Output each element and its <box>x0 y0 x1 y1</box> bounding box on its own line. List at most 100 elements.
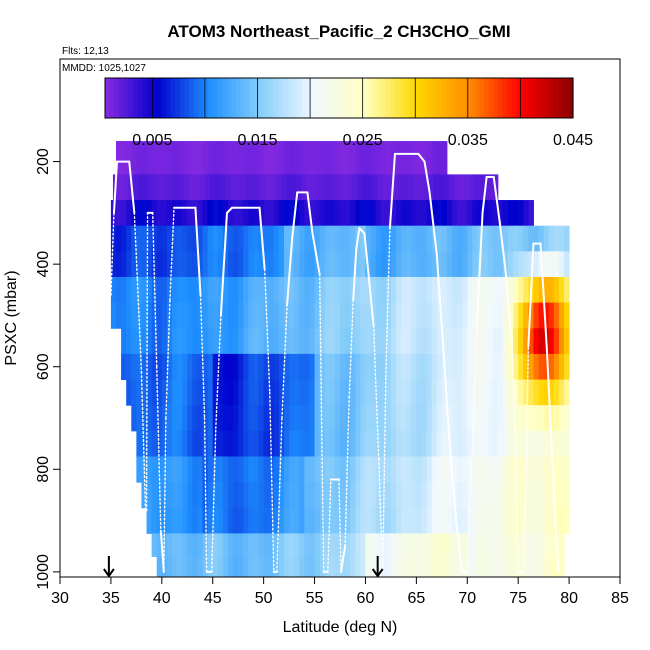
heatmap-cell <box>518 225 524 252</box>
flight-track-segment <box>423 160 431 194</box>
heatmap-cell <box>299 507 305 534</box>
colorbar-segment <box>362 78 368 118</box>
heatmap-cell <box>433 174 440 201</box>
heatmap-cell <box>197 482 204 509</box>
heatmap-cell <box>457 482 463 509</box>
heatmap-cell <box>212 405 219 432</box>
heatmap-cell <box>467 276 473 304</box>
heatmap-cell <box>304 430 310 457</box>
colorbar-segment <box>357 78 363 118</box>
heatmap-cell <box>355 302 361 329</box>
colorbar-segment <box>189 78 195 118</box>
heatmap-cell <box>182 533 188 557</box>
heatmap-cell <box>136 456 142 483</box>
heatmap-cell <box>533 302 540 329</box>
heatmap-cell <box>177 405 183 432</box>
heatmap-cell <box>126 200 132 227</box>
flight-track-segment <box>128 160 136 214</box>
heatmap-cell <box>329 430 336 457</box>
heatmap-cell <box>268 379 275 406</box>
heatmap-cell <box>421 430 428 457</box>
heatmap-cell <box>319 533 326 557</box>
colorbar-segment <box>306 78 312 118</box>
heatmap-cell <box>365 200 372 227</box>
heatmap-cell <box>253 302 260 329</box>
heatmap-cell <box>172 456 178 483</box>
heatmap-cell <box>253 533 260 557</box>
heatmap-cell <box>462 200 468 227</box>
heatmap-cell <box>426 200 433 227</box>
heatmap-cell <box>446 456 453 483</box>
heatmap-cell <box>316 174 323 201</box>
colorbar-segment <box>175 78 181 118</box>
heatmap-cell <box>477 405 484 432</box>
heatmap-cell <box>380 251 387 278</box>
heatmap-cell <box>268 507 275 534</box>
heatmap-cell <box>548 456 555 483</box>
heatmap-cell <box>508 225 514 252</box>
heatmap-cell <box>523 276 529 304</box>
colorbar-segment <box>193 78 200 118</box>
heatmap-cell <box>421 456 428 483</box>
heatmap-cell <box>126 251 132 278</box>
heatmap-cell <box>543 456 550 483</box>
heatmap-cell <box>319 200 326 227</box>
heatmap-cell <box>324 200 331 227</box>
heatmap-cell <box>416 302 422 329</box>
heatmap-cell <box>131 225 137 252</box>
heatmap-cell <box>217 507 224 534</box>
heatmap-cell <box>538 456 545 483</box>
heatmap-cell <box>187 379 193 406</box>
colorbar-segment <box>282 78 289 118</box>
heatmap-cell <box>416 430 422 457</box>
heatmap-cell <box>273 302 280 329</box>
heatmap-cell <box>355 482 361 509</box>
colorbar-segment <box>240 78 246 118</box>
heatmap-cell <box>482 328 489 355</box>
heatmap-cell <box>396 141 402 175</box>
heatmap-cell <box>355 507 361 534</box>
heatmap-cell <box>518 482 524 509</box>
heatmap-cell <box>192 141 198 175</box>
heatmap-cell <box>299 456 305 483</box>
y-tick-label: 200 <box>35 148 52 175</box>
colorbar-segment <box>446 78 452 118</box>
heatmap-cell <box>523 556 529 577</box>
heatmap-cell <box>177 141 183 175</box>
heatmap-cell <box>294 405 300 432</box>
heatmap-cell <box>334 430 341 457</box>
flight-track-segment <box>355 227 361 250</box>
heatmap-cell <box>482 556 489 577</box>
heatmap-cell <box>375 141 382 175</box>
heatmap-cell <box>166 379 173 406</box>
heatmap-cell <box>558 328 565 355</box>
heatmap-cell <box>294 556 300 577</box>
heatmap-cell <box>365 456 372 483</box>
heatmap-cell <box>528 225 534 252</box>
heatmap-cell <box>421 405 428 432</box>
heatmap-cell <box>238 507 244 534</box>
heatmap-cell <box>273 507 280 534</box>
heatmap-cell <box>131 251 137 278</box>
heatmap-cell <box>411 276 417 304</box>
heatmap-cell <box>268 225 275 252</box>
heatmap-cell <box>441 200 448 227</box>
heatmap-cell <box>380 353 387 381</box>
colorbar-segment <box>273 78 279 118</box>
heatmap-cell <box>406 225 412 252</box>
heatmap-cell <box>161 141 168 175</box>
heatmap-cell <box>146 328 153 355</box>
heatmap-cell <box>284 405 290 432</box>
heatmap-cell <box>380 302 387 329</box>
flight-track-segment <box>110 212 115 296</box>
x-tick-label: 65 <box>407 590 425 607</box>
heatmap-cell <box>238 353 244 381</box>
heatmap-cell <box>518 533 524 557</box>
heatmap-cell <box>136 200 142 227</box>
heatmap-cell <box>233 379 239 406</box>
heatmap-cell <box>538 430 545 457</box>
flight-track-segment <box>367 273 375 327</box>
colorbar-ticks: 0.005 0.015 0.025 0.035 0.045 <box>132 78 593 149</box>
heatmap-cell <box>390 405 397 432</box>
heatmap-cell <box>324 507 331 534</box>
